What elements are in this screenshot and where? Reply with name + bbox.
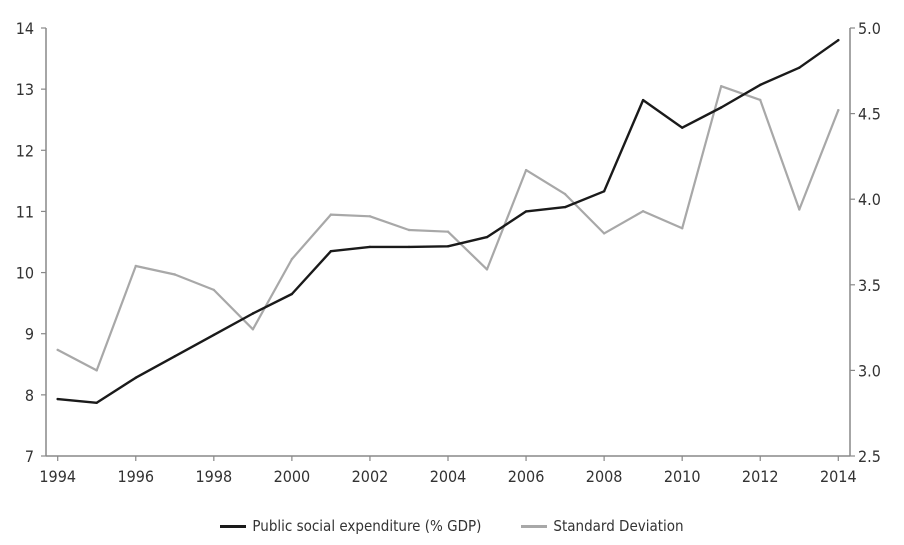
axes bbox=[45, 28, 851, 457]
left-y-tick-label: 10 bbox=[16, 264, 34, 283]
legend-swatch-std-dev bbox=[521, 524, 548, 528]
data-point-expenditure bbox=[368, 245, 372, 249]
data-point-std-dev bbox=[485, 268, 489, 271]
data-point-std-dev bbox=[329, 213, 333, 216]
right-y-tick-label: 3.0 bbox=[858, 361, 881, 380]
data-point-std-dev bbox=[407, 228, 411, 232]
data-point-expenditure bbox=[407, 245, 411, 249]
x-tick-label: 2000 bbox=[274, 467, 311, 486]
data-point-expenditure bbox=[837, 39, 840, 42]
left-y-tick-label: 12 bbox=[16, 141, 34, 160]
legend-label-std-dev: Standard Deviation bbox=[553, 517, 684, 535]
data-point-expenditure bbox=[798, 66, 801, 69]
left-y-tick-label: 13 bbox=[16, 80, 34, 99]
data-point-expenditure bbox=[446, 245, 450, 248]
data-point-std-dev bbox=[446, 230, 450, 233]
x-tick-label: 2002 bbox=[352, 467, 389, 486]
x-tick-label: 1996 bbox=[117, 467, 154, 486]
data-point-std-dev bbox=[524, 168, 528, 172]
data-point-expenditure bbox=[251, 312, 255, 315]
data-point-expenditure bbox=[563, 205, 567, 209]
right-y-tick-label: 3.5 bbox=[858, 276, 881, 295]
data-point-std-dev bbox=[602, 232, 606, 235]
series-line-expenditure bbox=[56, 39, 840, 404]
data-point-std-dev bbox=[251, 328, 255, 331]
left-y-tick-label: 11 bbox=[16, 202, 34, 221]
x-tick-label: 1998 bbox=[196, 467, 233, 486]
left-y-tick-label: 9 bbox=[25, 325, 34, 344]
data-point-expenditure bbox=[134, 376, 137, 379]
x-tick-label: 2004 bbox=[430, 467, 467, 486]
data-point-expenditure bbox=[212, 333, 215, 337]
data-point-expenditure bbox=[329, 250, 333, 253]
legend: Public social expenditure (% GDP) Standa… bbox=[0, 511, 904, 541]
data-point-std-dev bbox=[95, 369, 98, 372]
left-y-tick-label: 14 bbox=[16, 19, 34, 38]
legend-item-expenditure: Public social expenditure (% GDP) bbox=[220, 517, 481, 535]
x-tick-label: 2014 bbox=[820, 467, 857, 486]
data-point-std-dev bbox=[212, 288, 215, 292]
x-tick-label: 1994 bbox=[39, 467, 76, 486]
data-point-std-dev bbox=[368, 215, 372, 218]
left-y-tick-label: 8 bbox=[25, 386, 34, 405]
data-point-std-dev bbox=[641, 210, 645, 213]
data-point-std-dev bbox=[563, 192, 567, 196]
legend-swatch-expenditure bbox=[220, 524, 247, 528]
data-point-expenditure bbox=[56, 397, 59, 401]
data-point-expenditure bbox=[759, 83, 762, 87]
series-lines bbox=[56, 39, 840, 404]
x-tick-label: 2006 bbox=[508, 467, 545, 486]
data-point-std-dev bbox=[798, 208, 801, 211]
data-point-std-dev bbox=[720, 85, 723, 88]
legend-item-std-dev: Standard Deviation bbox=[521, 517, 684, 535]
right-y-tick-label: 5.0 bbox=[858, 19, 881, 38]
series-line-std-dev bbox=[56, 85, 840, 372]
right-y-tick-label: 2.5 bbox=[858, 447, 881, 466]
legend-label-expenditure: Public social expenditure (% GDP) bbox=[252, 517, 482, 535]
x-tick-label: 2010 bbox=[664, 467, 701, 486]
data-point-std-dev bbox=[56, 348, 59, 352]
data-point-expenditure bbox=[524, 210, 528, 213]
data-point-std-dev bbox=[759, 98, 762, 102]
data-point-std-dev bbox=[290, 257, 294, 261]
right-y-tick-label: 4.5 bbox=[858, 105, 881, 124]
data-point-std-dev bbox=[837, 109, 840, 112]
data-point-std-dev bbox=[134, 264, 137, 268]
data-point-expenditure bbox=[485, 235, 489, 239]
data-point-expenditure bbox=[641, 98, 645, 102]
left-y-axis-ticks: 7 8 9 10 11 12 13 14 bbox=[16, 19, 46, 466]
data-point-expenditure bbox=[681, 126, 684, 129]
x-tick-label: 2008 bbox=[586, 467, 623, 486]
x-axis-ticks: 1994 1996 1998 2000 2002 2004 2006 2008 2010 2012… bbox=[39, 456, 857, 486]
data-point-std-dev bbox=[681, 227, 684, 230]
data-point-std-dev bbox=[173, 273, 176, 276]
right-y-axis-ticks: 2.5 3.0 3.5 4.0 4.5 5.0 bbox=[850, 19, 881, 466]
data-point-expenditure bbox=[720, 106, 723, 109]
data-point-expenditure bbox=[290, 292, 294, 296]
data-point-expenditure bbox=[95, 401, 98, 404]
data-point-expenditure bbox=[602, 190, 606, 193]
left-y-tick-label: 7 bbox=[25, 447, 34, 466]
right-y-tick-label: 4.0 bbox=[858, 190, 881, 209]
x-tick-label: 2012 bbox=[742, 467, 779, 486]
data-point-expenditure bbox=[173, 355, 176, 358]
